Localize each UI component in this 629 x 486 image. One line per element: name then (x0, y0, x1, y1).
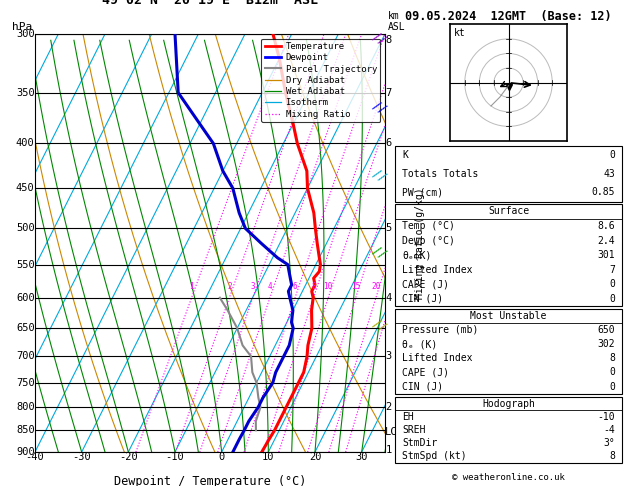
Text: 20: 20 (371, 282, 381, 292)
Text: 8: 8 (609, 353, 615, 363)
Text: 10: 10 (323, 282, 333, 292)
Text: Dewp (°C): Dewp (°C) (402, 236, 455, 245)
Text: Mixing Ratio (g/kg): Mixing Ratio (g/kg) (415, 187, 425, 299)
Text: θₑ (K): θₑ (K) (402, 339, 437, 349)
Text: 1: 1 (189, 282, 194, 292)
Text: -10: -10 (598, 412, 615, 422)
Text: Surface: Surface (488, 207, 529, 216)
Text: -20: -20 (119, 452, 138, 462)
Text: CAPE (J): CAPE (J) (402, 279, 449, 289)
Text: 500: 500 (16, 224, 35, 233)
Legend: Temperature, Dewpoint, Parcel Trajectory, Dry Adiabat, Wet Adiabat, Isotherm, Mi: Temperature, Dewpoint, Parcel Trajectory… (261, 38, 381, 122)
Text: Totals Totals: Totals Totals (402, 169, 478, 179)
Text: 8: 8 (609, 451, 615, 461)
Text: 3: 3 (386, 351, 392, 362)
Text: 400: 400 (16, 139, 35, 148)
Text: 302: 302 (598, 339, 615, 349)
Text: 09.05.2024  12GMT  (Base: 12): 09.05.2024 12GMT (Base: 12) (405, 10, 612, 23)
Text: Lifted Index: Lifted Index (402, 265, 472, 275)
Text: Most Unstable: Most Unstable (470, 311, 547, 321)
Text: 0.85: 0.85 (591, 188, 615, 197)
Text: km
ASL: km ASL (388, 11, 406, 32)
Text: 300: 300 (16, 29, 35, 39)
Text: 700: 700 (16, 351, 35, 362)
Text: 450: 450 (16, 183, 35, 193)
Text: Pressure (mb): Pressure (mb) (402, 325, 478, 335)
Text: //: // (369, 166, 389, 184)
Text: //: // (369, 243, 389, 262)
Text: Hodograph: Hodograph (482, 399, 535, 409)
Text: -30: -30 (72, 452, 91, 462)
Text: -40: -40 (26, 452, 45, 462)
Text: StmDir: StmDir (402, 438, 437, 448)
Text: 2.4: 2.4 (598, 236, 615, 245)
Text: 750: 750 (16, 378, 35, 388)
Text: kt: kt (454, 28, 465, 38)
Text: 49°02'N  20°19'E  B12m  ASL: 49°02'N 20°19'E B12m ASL (102, 0, 318, 7)
Text: Lifted Index: Lifted Index (402, 353, 472, 363)
Text: 600: 600 (16, 293, 35, 303)
Text: CIN (J): CIN (J) (402, 382, 443, 392)
Text: 8: 8 (311, 282, 316, 292)
Text: 8.6: 8.6 (598, 221, 615, 231)
Text: θₑ(K): θₑ(K) (402, 250, 431, 260)
Text: 7: 7 (609, 265, 615, 275)
Text: 2: 2 (386, 402, 392, 412)
Text: -10: -10 (165, 452, 184, 462)
Text: EH: EH (402, 412, 414, 422)
Text: CIN (J): CIN (J) (402, 294, 443, 304)
Text: 900: 900 (16, 447, 35, 457)
Text: CAPE (J): CAPE (J) (402, 367, 449, 378)
Text: Temp (°C): Temp (°C) (402, 221, 455, 231)
Text: 8: 8 (386, 35, 392, 45)
Text: 550: 550 (16, 260, 35, 270)
Text: //: // (369, 316, 389, 335)
Text: 301: 301 (598, 250, 615, 260)
Text: 0: 0 (218, 452, 225, 462)
Text: 6: 6 (292, 282, 298, 292)
Text: K: K (402, 150, 408, 160)
Text: 850: 850 (16, 425, 35, 435)
Text: StmSpd (kt): StmSpd (kt) (402, 451, 467, 461)
Text: //: // (369, 98, 389, 116)
Text: 0: 0 (609, 150, 615, 160)
Text: 20: 20 (309, 452, 321, 462)
Text: 4: 4 (267, 282, 272, 292)
Text: 350: 350 (16, 87, 35, 98)
Text: hPa: hPa (11, 21, 32, 32)
Text: 2: 2 (227, 282, 231, 292)
Text: 0: 0 (609, 294, 615, 304)
Text: //: // (369, 30, 389, 48)
Text: SREH: SREH (402, 425, 425, 435)
Text: 5: 5 (386, 224, 392, 233)
Text: LCL: LCL (386, 427, 404, 436)
Text: 43: 43 (603, 169, 615, 179)
Text: 800: 800 (16, 402, 35, 412)
Text: 0: 0 (609, 382, 615, 392)
Text: 650: 650 (16, 323, 35, 333)
Text: 7: 7 (386, 87, 392, 98)
Text: 30: 30 (355, 452, 368, 462)
Text: 10: 10 (262, 452, 275, 462)
Text: 3: 3 (250, 282, 255, 292)
Text: 6: 6 (386, 139, 392, 148)
Text: 0: 0 (609, 279, 615, 289)
Text: 0: 0 (609, 367, 615, 378)
Text: Dewpoint / Temperature (°C): Dewpoint / Temperature (°C) (114, 475, 306, 486)
Text: 4: 4 (386, 293, 392, 303)
Text: -4: -4 (603, 425, 615, 435)
Text: 15: 15 (351, 282, 360, 292)
Text: PW (cm): PW (cm) (402, 188, 443, 197)
Text: 650: 650 (598, 325, 615, 335)
Text: 1: 1 (386, 445, 392, 455)
Text: 3°: 3° (603, 438, 615, 448)
Text: © weatheronline.co.uk: © weatheronline.co.uk (452, 473, 565, 482)
